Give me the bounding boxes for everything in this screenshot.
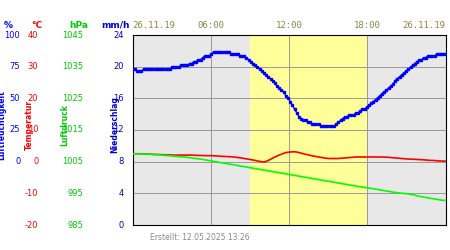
Text: 100: 100 (4, 30, 20, 40)
Text: 50: 50 (10, 94, 20, 103)
Text: 12:00: 12:00 (276, 21, 302, 30)
Text: 10: 10 (28, 126, 38, 134)
Text: 16: 16 (113, 94, 124, 103)
Text: 18:00: 18:00 (354, 21, 381, 30)
Text: 995: 995 (68, 189, 83, 198)
Text: -10: -10 (25, 189, 38, 198)
Text: 24: 24 (113, 30, 124, 40)
Text: 1025: 1025 (62, 94, 83, 103)
Text: Temperatur: Temperatur (25, 100, 34, 150)
Text: 1035: 1035 (62, 62, 83, 71)
Text: 0: 0 (33, 157, 38, 166)
Text: hPa: hPa (70, 21, 89, 30)
Text: 26.11.19: 26.11.19 (133, 21, 176, 30)
Text: 1045: 1045 (62, 30, 83, 40)
Text: 0: 0 (118, 220, 124, 230)
Text: mm/h: mm/h (101, 21, 130, 30)
Text: Luftfeuchtigkeit: Luftfeuchtigkeit (0, 90, 7, 160)
Text: %: % (4, 21, 17, 30)
Text: 40: 40 (28, 30, 38, 40)
Text: 12: 12 (113, 126, 124, 134)
Text: Luftdruck: Luftdruck (61, 104, 70, 146)
Bar (250, 35, 367, 225)
Text: 985: 985 (68, 220, 83, 230)
Text: 8: 8 (118, 157, 124, 166)
Text: 75: 75 (9, 62, 20, 71)
Text: 1015: 1015 (62, 126, 83, 134)
Text: 30: 30 (27, 62, 38, 71)
Text: 25: 25 (10, 126, 20, 134)
Text: 0: 0 (15, 157, 20, 166)
Text: 26.11.19: 26.11.19 (402, 21, 446, 30)
Text: -20: -20 (25, 220, 38, 230)
Text: 1005: 1005 (62, 157, 83, 166)
Text: 06:00: 06:00 (198, 21, 225, 30)
Text: 20: 20 (113, 62, 124, 71)
Text: °C: °C (32, 21, 43, 30)
Text: 20: 20 (28, 94, 38, 103)
Text: 4: 4 (118, 189, 124, 198)
Text: Niederschlag: Niederschlag (110, 96, 119, 154)
Text: Erstellt: 12.05.2025 13:26: Erstellt: 12.05.2025 13:26 (150, 234, 250, 242)
